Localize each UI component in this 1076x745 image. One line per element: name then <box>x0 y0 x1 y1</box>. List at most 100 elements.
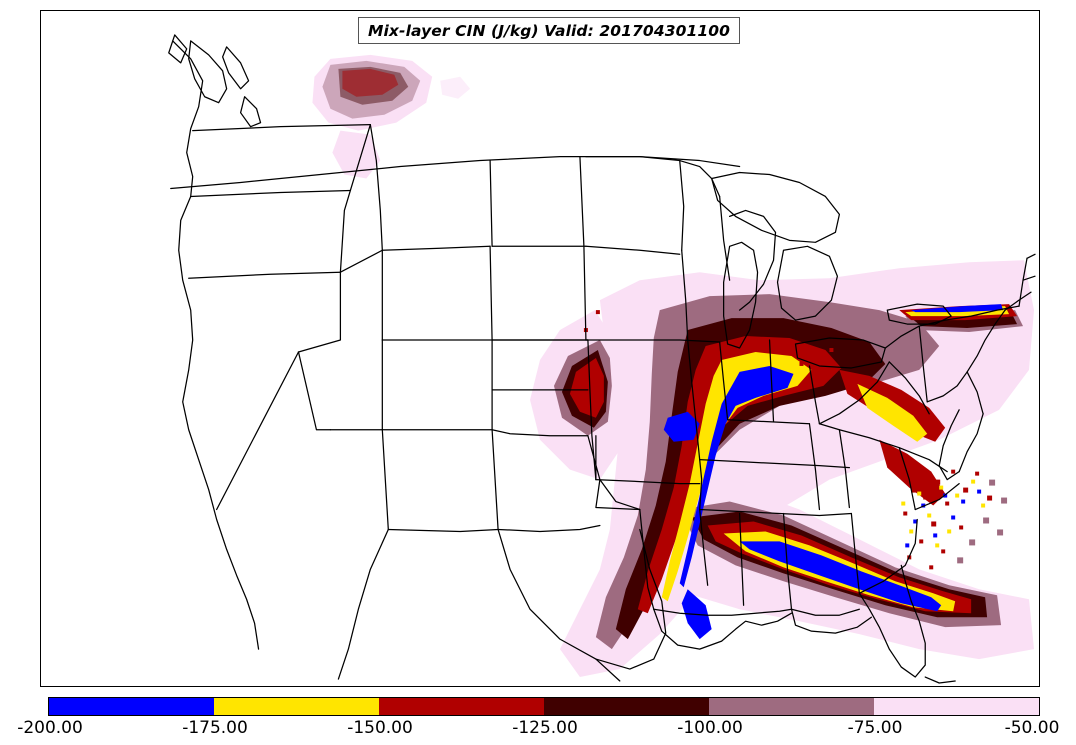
geography-outlines <box>168 34 1036 684</box>
oh-in-vertical <box>768 339 775 423</box>
rio-grande-mouth <box>595 658 621 682</box>
map-title-box: Mix-layer CIN (J/kg) Valid: 201704301100 <box>358 17 741 44</box>
ky-tn-va <box>808 423 821 511</box>
ks-ok-line <box>491 429 589 437</box>
us-canada-border <box>170 155 741 190</box>
id-mt-line <box>369 124 383 251</box>
or-id-line <box>339 124 371 273</box>
mn-ia-line <box>585 245 681 255</box>
tn-nc-line <box>838 429 851 509</box>
mn-wi-line <box>679 159 685 251</box>
mn-canada <box>585 155 721 198</box>
colorbar-tick-labels: -200.00 -175.00 -150.00 -125.00 -100.00 … <box>0 718 1076 744</box>
nm-mx-line <box>387 528 499 533</box>
in-il-line <box>719 341 729 421</box>
pa-ny-line <box>884 325 920 349</box>
vt-canada <box>1026 253 1036 259</box>
map-title-text: Mix-layer CIN (J/kg) Valid: 201704301100 <box>368 21 731 40</box>
fl-panhandle-north <box>790 608 860 616</box>
fl-panhandle-coast <box>790 608 872 634</box>
colorbar-segment-mauve <box>709 698 874 715</box>
alaska-panhandle-tip <box>168 34 188 64</box>
colorbar-tick-1: -175.00 <box>182 718 248 738</box>
oh-wv-line <box>808 365 821 425</box>
ar-la-line <box>639 508 655 610</box>
colorbar-tick-4: -100.00 <box>677 718 743 738</box>
ny-mohawk <box>918 305 1020 327</box>
al-ga-line <box>782 512 793 610</box>
ok-tx-line <box>497 524 601 533</box>
wy-sd-vertical <box>489 245 493 341</box>
louisiana-delta-coast <box>653 608 793 650</box>
colorbar-segment-blue <box>49 698 214 715</box>
delmarva-east <box>958 413 984 473</box>
pacific-coast <box>172 40 260 650</box>
colorbar-tick-6: -50.00 <box>1004 718 1060 738</box>
ga-sc-inland <box>850 512 860 594</box>
colorbar-segment-pale-pink <box>874 698 1039 715</box>
nc-sc-line <box>898 447 916 511</box>
va-nc-line <box>818 423 948 473</box>
oh-in-ky-line <box>727 419 811 425</box>
mo-ar-line <box>595 478 701 485</box>
sc-coast <box>914 482 960 511</box>
cin-speckle-detail <box>583 310 1008 570</box>
nj-atlantic <box>966 371 984 415</box>
az-nm-line <box>381 429 389 531</box>
ia-mo-line <box>585 339 721 343</box>
haida-gwaii <box>222 46 250 90</box>
nd-sd-mn-vertical <box>579 155 587 341</box>
lake-superior <box>711 171 841 243</box>
il-mo-border <box>687 339 701 461</box>
la-ms-gulf-north <box>653 608 793 616</box>
or-ca-line <box>188 271 342 279</box>
florida-keys <box>924 676 956 684</box>
ca-nv-upper <box>297 271 342 353</box>
tn-ms-al-ga-line <box>699 508 852 517</box>
pa-nj-line <box>918 325 928 403</box>
wv-va-line <box>818 361 890 425</box>
colorbar-segment-maroon <box>544 698 709 715</box>
map-graphic <box>168 34 1036 684</box>
ga-sc-coastal <box>858 518 918 594</box>
map-panel <box>40 10 1040 687</box>
wa-bc-line <box>192 124 371 132</box>
ms-al-line <box>738 512 745 606</box>
colorbar-tick-3: -125.00 <box>512 718 578 738</box>
id-nv-corner <box>339 249 383 273</box>
nm-tx-line <box>491 429 499 531</box>
wa-or-line <box>190 189 352 198</box>
ar-la-tx <box>595 478 641 511</box>
florida-peninsula <box>858 564 926 678</box>
chesapeake <box>938 409 960 481</box>
colorbar-segment-yellow <box>214 698 379 715</box>
lake-huron <box>776 245 839 321</box>
ms-river-upper <box>699 459 703 511</box>
lake-michigan <box>723 241 759 349</box>
nh-vt <box>1022 275 1036 281</box>
id-wy-line <box>381 245 491 251</box>
michigan-lp <box>728 209 777 311</box>
colorbar-tick-0: -200.00 <box>17 718 83 738</box>
ny-ct-coast <box>966 309 1006 373</box>
colorbar <box>48 697 1040 716</box>
tn-ky-line <box>699 459 851 469</box>
nj-coast-upper <box>926 371 968 403</box>
mexico-west-coast <box>337 528 389 680</box>
lake-erie <box>794 337 886 369</box>
ok-ar-line <box>587 435 641 511</box>
colorbar-segment-dark-red <box>379 698 544 715</box>
va-nc-coast-inland <box>888 361 930 415</box>
puget-islands <box>239 96 262 128</box>
new-england-coast <box>1004 291 1032 311</box>
ar-ms-river <box>699 508 709 586</box>
wi-il-ia-vertical <box>681 249 689 341</box>
wi-mi-lake <box>719 195 731 281</box>
colorbar-tick-2: -150.00 <box>347 718 413 738</box>
cin-shaded-field <box>312 54 1035 678</box>
vancouver-island <box>188 40 228 104</box>
ca-nv-diag <box>216 351 300 511</box>
nv-az-line <box>297 351 332 431</box>
mt-wy-vertical <box>489 159 493 247</box>
